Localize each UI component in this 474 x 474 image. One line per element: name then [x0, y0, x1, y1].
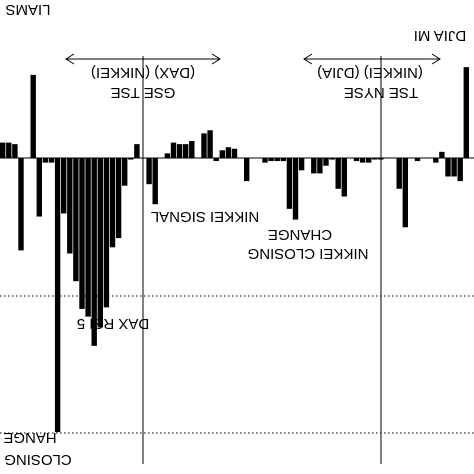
- bar: [109, 158, 116, 248]
- bar: [335, 158, 341, 189]
- bar-series: [0, 67, 469, 433]
- bar: [439, 151, 445, 158]
- bar: [298, 158, 305, 171]
- bracket-label-left: (DAX) (NIKKEI): [91, 64, 195, 81]
- session-label-right: TSE NYSE: [344, 84, 418, 101]
- bar: [170, 142, 177, 158]
- bar: [91, 158, 97, 346]
- bar: [176, 144, 183, 158]
- bar: [317, 158, 323, 174]
- bar: [189, 141, 195, 158]
- bar: [12, 144, 18, 158]
- bar: [85, 158, 91, 317]
- closing-label-left: CLOSING: [4, 451, 72, 468]
- bar: [0, 142, 6, 158]
- bar: [359, 158, 366, 163]
- bar: [414, 158, 421, 162]
- bar: [128, 158, 134, 160]
- bar: [213, 158, 219, 162]
- bar: [451, 158, 457, 177]
- bar: [396, 158, 402, 189]
- bar: [353, 158, 360, 162]
- bar: [30, 74, 36, 158]
- bar: [286, 158, 293, 209]
- bar: [445, 158, 451, 177]
- bar: [103, 158, 110, 308]
- bar: [274, 158, 280, 162]
- bar: [134, 144, 140, 158]
- bar: [61, 158, 67, 214]
- bar: [115, 158, 122, 239]
- bar: [463, 67, 469, 158]
- bar: [292, 158, 299, 220]
- bar: [433, 158, 439, 163]
- bar: [323, 158, 329, 166]
- change-label-left: HANGE: [3, 429, 56, 446]
- bar: [219, 150, 225, 158]
- bar: [67, 158, 73, 254]
- label-top-right: DJIA MI: [414, 27, 467, 44]
- bar: [201, 133, 207, 158]
- bracket-arrow-right: [303, 53, 441, 65]
- label-top-left: LIAMS: [5, 1, 50, 18]
- bar: [183, 144, 189, 158]
- bar: [402, 158, 408, 228]
- bar: [54, 158, 61, 433]
- bar: [280, 158, 286, 162]
- bar: [207, 130, 213, 158]
- bar: [146, 158, 152, 185]
- bar: [122, 158, 128, 186]
- bar: [79, 158, 85, 309]
- bar: [311, 158, 317, 174]
- bar: [6, 142, 12, 158]
- bar: [231, 148, 238, 158]
- bar: [42, 158, 49, 163]
- bar: [244, 158, 250, 182]
- bar: [457, 158, 463, 182]
- dax-rsi-label: DAX RSI 5: [77, 315, 150, 332]
- nikkei-closing-label: NIKKEI CLOSING: [248, 245, 369, 262]
- bar: [378, 158, 384, 160]
- bracket-label-right: (NIKKEI) (DJIA): [317, 64, 423, 81]
- bar: [73, 158, 79, 282]
- bar: [152, 158, 158, 205]
- bar: [18, 158, 24, 251]
- bar: [97, 158, 103, 328]
- bar: [48, 158, 55, 163]
- bar: [225, 147, 232, 158]
- bar: [262, 158, 268, 163]
- bar: [372, 158, 378, 160]
- bar: [36, 158, 42, 217]
- session-label-left: GSE TSE: [111, 84, 176, 101]
- bar: [268, 158, 274, 162]
- bar: [366, 158, 372, 163]
- bar: [164, 153, 171, 158]
- change-label-mid: CHANGE: [268, 226, 332, 243]
- bar: [329, 158, 335, 160]
- bracket-arrow-left: [65, 53, 221, 65]
- nikkei-signal-label: NIKKEI SIGNAL: [151, 208, 259, 225]
- bar: [341, 158, 347, 197]
